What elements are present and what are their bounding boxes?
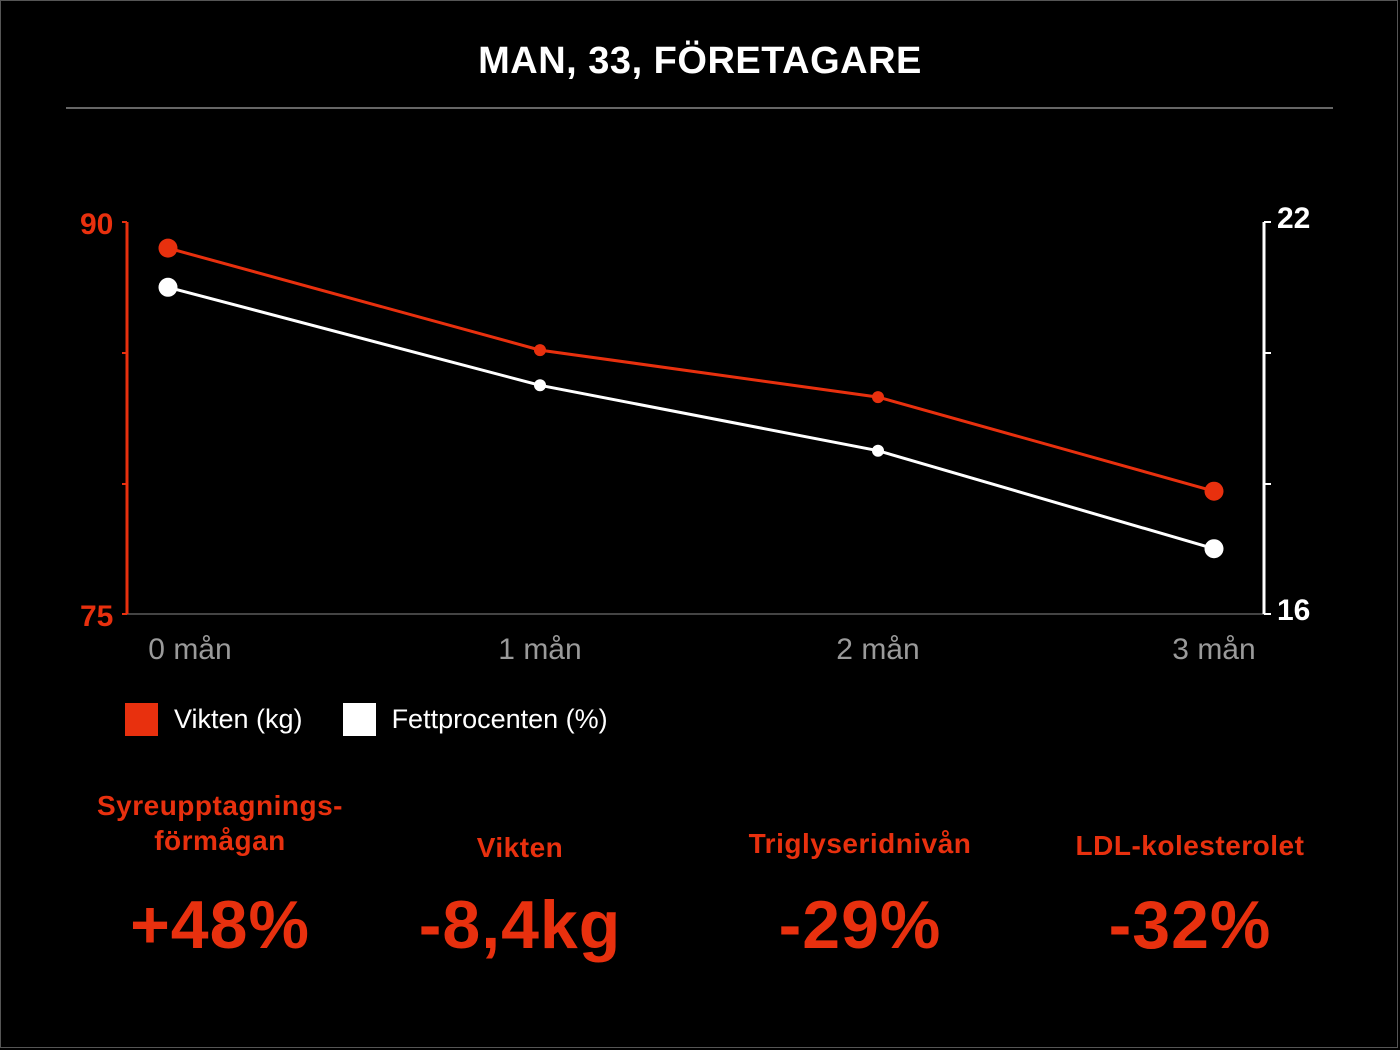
x-tick-label: 3 mån bbox=[1172, 633, 1255, 666]
legend-label-weight: Vikten (kg) bbox=[174, 704, 303, 734]
legend-item-fat: Fettprocenten (%) bbox=[342, 703, 608, 736]
legend: Vikten (kg) Fettprocenten (%) bbox=[125, 703, 648, 736]
stat-triglyceride-value: -29% bbox=[778, 887, 942, 963]
stat-weight: Vikten -8,4kg bbox=[360, 830, 680, 970]
stat-triglyceride: Triglyseridnivån -29% bbox=[700, 826, 1020, 966]
data-point-fat bbox=[872, 444, 884, 457]
data-point-weight bbox=[158, 238, 178, 258]
right-axis-max-label: 22 bbox=[1277, 202, 1310, 235]
stat-oxygen-value: +48% bbox=[130, 887, 310, 963]
legend-label-fat: Fettprocenten (%) bbox=[391, 704, 608, 734]
left-axis-min-label: 75 bbox=[80, 600, 113, 633]
data-point-weight bbox=[1204, 481, 1224, 501]
data-point-weight bbox=[534, 344, 546, 357]
stat-oxygen-label-2: förmågan bbox=[154, 825, 286, 856]
x-tick-label: 1 mån bbox=[498, 633, 581, 666]
stat-ldl-value: -32% bbox=[1108, 887, 1272, 963]
left-axis-max-label: 90 bbox=[80, 208, 113, 241]
series-line-fat bbox=[167, 285, 1215, 551]
legend-swatch-white bbox=[342, 703, 376, 736]
stat-weight-value: -8,4kg bbox=[418, 887, 622, 963]
legend-item-weight: Vikten (kg) bbox=[125, 703, 303, 736]
stat-oxygen: Syreupptagnings- förmågan +48% bbox=[60, 788, 380, 968]
legend-swatch-red bbox=[125, 703, 158, 736]
series-line-weight bbox=[167, 246, 1215, 493]
x-tick-label: 2 mån bbox=[836, 633, 919, 666]
x-tick-label: 0 mån bbox=[148, 633, 231, 666]
line-chart: 90 75 22 16 0 mån 1 mån 2 mån 3 mån bbox=[80, 202, 1310, 666]
data-point-fat bbox=[158, 277, 178, 297]
stat-weight-label: Vikten bbox=[476, 832, 564, 863]
data-point-fat bbox=[534, 379, 546, 392]
right-axis-min-label: 16 bbox=[1277, 594, 1310, 627]
stat-triglyceride-label: Triglyseridnivån bbox=[748, 828, 972, 859]
chart-title: MAN, 33, FÖRETAGARE bbox=[478, 40, 922, 82]
stat-oxygen-label-1: Syreupptagnings- bbox=[96, 790, 343, 821]
data-point-fat bbox=[1204, 539, 1224, 559]
stat-ldl-label: LDL-kolesterolet bbox=[1075, 830, 1305, 861]
title-divider bbox=[66, 107, 1333, 109]
stat-ldl: LDL-kolesterolet -32% bbox=[1030, 828, 1350, 968]
data-point-weight bbox=[872, 391, 884, 404]
